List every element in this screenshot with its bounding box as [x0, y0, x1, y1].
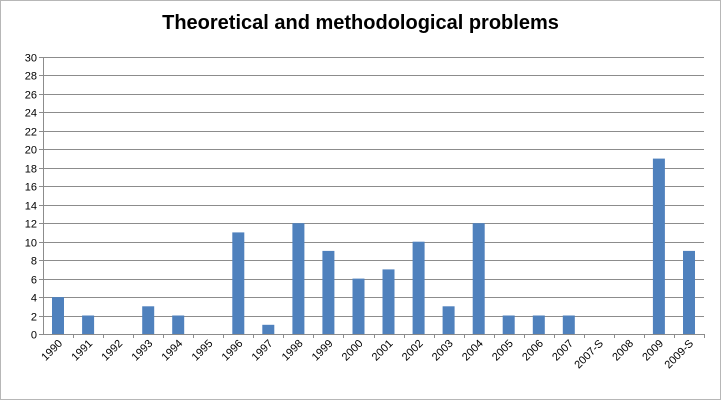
bar-1999 [322, 250, 335, 334]
bar-1996 [232, 232, 245, 334]
bar-2004 [472, 223, 485, 334]
x-tick-label: 2004 [460, 338, 486, 364]
x-tick-label: 1992 [99, 338, 125, 364]
bar-1990 [52, 297, 64, 334]
bar-1998 [292, 223, 305, 334]
bar-2000 [352, 278, 365, 334]
y-tick-label: 20 [25, 145, 37, 157]
x-tick-label: 2002 [400, 338, 426, 364]
x-tick-label: 1997 [250, 338, 276, 364]
y-tick-label: 18 [25, 164, 37, 176]
x-tick-label: 2005 [490, 338, 516, 364]
gridlines [43, 57, 704, 317]
x-tick-label: 2003 [430, 338, 456, 364]
y-tick-label: 30 [25, 53, 37, 65]
x-tick-label: 2006 [520, 338, 546, 364]
y-tick-label: 28 [25, 71, 37, 83]
bar-1991 [82, 315, 95, 334]
x-tick-label: 1991 [69, 338, 95, 364]
bar-2009-S [683, 250, 695, 334]
bar-1993 [142, 306, 155, 334]
y-tick-label: 16 [25, 182, 37, 194]
x-tick-label: 1998 [280, 338, 306, 364]
x-tick-label: 1999 [310, 338, 336, 364]
bar-2001 [382, 269, 395, 334]
y-tick-label: 10 [25, 238, 37, 250]
y-tick-label: 8 [31, 256, 37, 268]
x-tick-label: 2007-S [572, 338, 606, 372]
x-tick-label: 2008 [610, 338, 636, 364]
y-tick-label: 22 [25, 127, 37, 139]
y-tick-label: 0 [31, 330, 37, 342]
x-tick-label: 2009 [640, 338, 666, 364]
x-tick-label: 2000 [340, 338, 366, 364]
x-tick-label: 2001 [370, 338, 396, 364]
bar-2007 [562, 315, 575, 334]
bar-2005 [502, 315, 515, 334]
x-tick-label: 1990 [39, 338, 65, 364]
x-tick-label: 2007 [550, 338, 576, 364]
bar-2002 [412, 241, 425, 334]
chart-title: Theoretical and methodological problems [162, 12, 559, 34]
x-tick-label: 1995 [190, 338, 216, 364]
x-tick-label: 1993 [130, 338, 156, 364]
y-tick-label: 24 [25, 108, 37, 120]
axes [39, 57, 705, 338]
x-tick-label: 1994 [160, 338, 186, 364]
bars [52, 158, 695, 334]
y-tick-label: 6 [31, 275, 37, 287]
y-tick-label: 14 [25, 201, 37, 213]
bar-2006 [532, 315, 545, 334]
bar-1994 [172, 315, 185, 334]
y-tick-label: 26 [25, 90, 37, 102]
bar-2009 [652, 158, 665, 334]
y-tick-label: 12 [25, 219, 37, 231]
y-tick-label: 4 [31, 293, 37, 305]
bar-2003 [442, 306, 455, 334]
bar-1997 [262, 324, 275, 334]
x-tick-labels: 1990 1991 1992 1993 1994 1995 1996 1997 1998 1999… [39, 338, 696, 372]
x-tick-label: 2009-S [663, 338, 697, 372]
x-tick-label: 1996 [220, 338, 246, 364]
y-tick-label: 2 [31, 312, 37, 324]
